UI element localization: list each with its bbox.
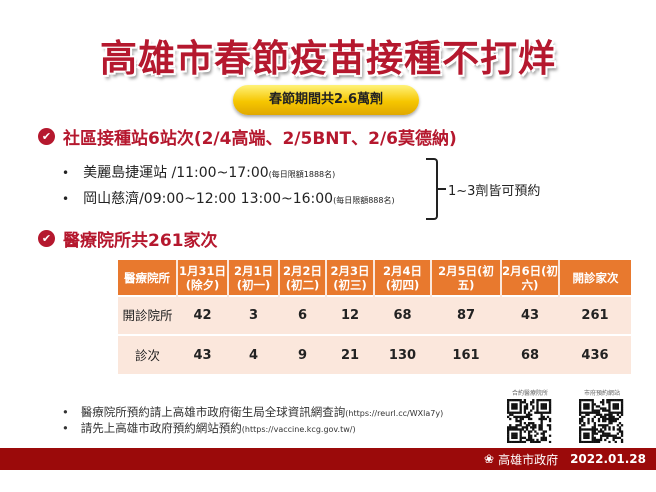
cell: 42 <box>177 295 228 335</box>
qr-code-icon <box>579 399 624 443</box>
row-label: 診次 <box>118 334 177 374</box>
footer-date: 2022.01.28 <box>570 452 646 466</box>
note-item: • 醫療院所預約請上高雄市政府衛生局全球資訊網查詢 (https://reurl.c… <box>62 404 443 420</box>
header-cell: 2月6日(初六) <box>501 260 560 296</box>
table-row: 開診院所 42 3 6 12 68 87 43 261 <box>118 295 631 335</box>
header-cell: 2月1日(初一) <box>228 260 280 296</box>
note-text: 醫療院所預約請上高雄市政府衛生局全球資訊網查詢 <box>80 405 346 419</box>
brace-note: 1~3劑皆可預約 <box>448 184 541 199</box>
city-logo-icon: ❀ <box>484 452 495 466</box>
table-header-row: 醫療院所 1月31日(除夕) 2月1日(初一) 2月2日(初二) 2月3日(初三… <box>118 260 631 296</box>
cell: 436 <box>559 334 631 374</box>
list-item: • 美麗島捷運站 /11:00~17:00 (每日限額1888名) <box>62 162 335 182</box>
cell: 161 <box>431 334 501 374</box>
header-cell: 1月31日(除夕) <box>177 260 229 296</box>
cell: 3 <box>228 295 279 335</box>
header-cell: 2月5日(初五) <box>431 260 502 296</box>
list-item: • 岡山慈濟/09:00~12:00 13:00~16:00 (每日限額888名) <box>62 188 395 208</box>
qr-code-icon <box>507 399 552 443</box>
note-item: • 請先上高雄市政府預約網站預約 (https://vaccine.kcg.gov.… <box>62 420 356 436</box>
station-text: 美麗島捷運站 /11:00~17:00 <box>83 165 269 181</box>
cell: 130 <box>374 334 431 374</box>
clinic-schedule-table: 醫療院所 1月31日(除夕) 2月1日(初一) 2月2日(初二) 2月3日(初三… <box>118 260 631 374</box>
page-title: 高雄市春節疫苗接種不打烊 <box>100 37 556 80</box>
row-label: 開診院所 <box>118 295 177 335</box>
station-text: 岡山慈濟/09:00~12:00 13:00~16:00 <box>83 191 334 207</box>
note-link[interactable]: (https://vaccine.kcg.gov.tw/) <box>241 425 356 434</box>
cell: 68 <box>374 295 431 335</box>
brace-tick <box>438 188 446 190</box>
note-text: 請先上高雄市政府預約網站預約 <box>80 421 242 435</box>
cell: 6 <box>279 295 326 335</box>
bullet-icon: • <box>62 405 69 419</box>
note-link[interactable]: (https://reurl.cc/WXla7y) <box>345 409 444 418</box>
cell: 9 <box>279 334 326 374</box>
cell: 43 <box>177 334 228 374</box>
cell: 4 <box>228 334 279 374</box>
section-title: 醫療院所共261家次 <box>63 231 218 251</box>
section-community-stations: ✔ 社區接種站6站次(2/4高端、2/5BNT、2/6莫德納) <box>38 124 457 149</box>
qr-code-booking[interactable]: 市府預約網站 <box>578 388 626 443</box>
header-cell: 2月2日(初二) <box>279 260 327 296</box>
check-icon: ✔ <box>38 128 55 145</box>
header-cell: 2月4日(初四) <box>374 260 432 296</box>
qr-label: 合約醫療院所 <box>511 390 548 397</box>
cell: 87 <box>431 295 501 335</box>
section-clinics: ✔ 醫療院所共261家次 <box>38 226 218 251</box>
bullet-icon: • <box>62 421 69 435</box>
cell: 43 <box>501 295 559 335</box>
footer-bar: ❀ 高雄市政府 2022.01.28 <box>0 448 656 470</box>
header-cell: 開診家次 <box>559 260 631 296</box>
bullet-icon: • <box>62 192 70 206</box>
section-title: 社區接種站6站次(2/4高端、2/5BNT、2/6莫德納) <box>63 129 457 149</box>
header-cell: 醫療院所 <box>118 260 178 296</box>
footer-org: 高雄市政府 <box>498 452 559 467</box>
qr-label: 市府預約網站 <box>583 390 620 397</box>
total-doses-badge: 春節期間共2.6萬劑 <box>233 85 419 115</box>
bullet-icon: • <box>62 166 70 180</box>
qr-code-clinics[interactable]: 合約醫療院所 <box>506 388 554 443</box>
check-icon: ✔ <box>38 230 55 247</box>
table-row: 診次 43 4 9 21 130 161 68 436 <box>118 334 631 374</box>
station-note: (每日限額1888名) <box>268 170 336 179</box>
cell: 21 <box>326 334 374 374</box>
cell: 261 <box>559 295 631 335</box>
cell: 12 <box>326 295 374 335</box>
header-cell: 2月3日(初三) <box>326 260 375 296</box>
station-note: (每日限額888名) <box>333 196 395 205</box>
brace <box>426 158 438 220</box>
cell: 68 <box>501 334 559 374</box>
